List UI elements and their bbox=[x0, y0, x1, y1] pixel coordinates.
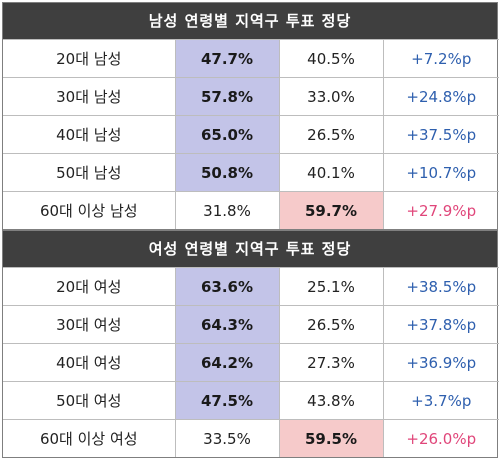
party-a-value: 47.7% bbox=[174, 39, 279, 78]
party-a-value: 64.2% bbox=[174, 343, 279, 382]
party-b-value: 25.1% bbox=[278, 267, 383, 306]
section-title: 여성 연령별 지역구 투표 정당 bbox=[3, 231, 497, 267]
party-a-value: 63.6% bbox=[174, 267, 279, 306]
row-label: 40대 여성 bbox=[3, 343, 175, 382]
table-row: 50대 남성 50.8% 40.1% +10.7%p bbox=[3, 153, 499, 192]
party-a-value: 65.0% bbox=[174, 115, 279, 154]
section-title: 남성 연령별 지역구 투표 정당 bbox=[3, 3, 497, 39]
diff-value: +7.2%p bbox=[382, 39, 499, 78]
female-table: 20대 여성 63.6% 25.1% +38.5%p 30대 여성 64.3% … bbox=[3, 267, 499, 457]
party-b-value: 33.0% bbox=[278, 77, 383, 116]
diff-value: +27.9%p bbox=[382, 191, 499, 229]
diff-value: +24.8%p bbox=[382, 77, 499, 116]
party-b-value: 43.8% bbox=[278, 381, 383, 420]
row-label: 30대 여성 bbox=[3, 305, 175, 344]
table-row: 40대 여성 64.2% 27.3% +36.9%p bbox=[3, 343, 499, 382]
diff-value: +37.5%p bbox=[382, 115, 499, 154]
row-label: 40대 남성 bbox=[3, 115, 175, 154]
row-label: 30대 남성 bbox=[3, 77, 175, 116]
row-label: 20대 남성 bbox=[3, 39, 175, 78]
table-row: 60대 이상 남성 31.8% 59.7% +27.9%p bbox=[3, 191, 499, 229]
table-row: 40대 남성 65.0% 26.5% +37.5%p bbox=[3, 115, 499, 154]
table-row: 30대 남성 57.8% 33.0% +24.8%p bbox=[3, 77, 499, 116]
diff-value: +10.7%p bbox=[382, 153, 499, 192]
row-label: 20대 여성 bbox=[3, 267, 175, 306]
male-section: 남성 연령별 지역구 투표 정당 20대 남성 47.7% 40.5% +7.2… bbox=[2, 2, 499, 230]
party-b-value: 27.3% bbox=[278, 343, 383, 382]
row-label: 50대 남성 bbox=[3, 153, 175, 192]
diff-value: +26.0%p bbox=[382, 419, 499, 457]
table-row: 20대 남성 47.7% 40.5% +7.2%p bbox=[3, 39, 499, 78]
party-a-value: 64.3% bbox=[174, 305, 279, 344]
diff-value: +38.5%p bbox=[382, 267, 499, 306]
party-b-value: 59.7% bbox=[278, 191, 383, 229]
party-a-value: 33.5% bbox=[174, 419, 279, 457]
party-b-value: 26.5% bbox=[278, 115, 383, 154]
table-row: 20대 여성 63.6% 25.1% +38.5%p bbox=[3, 267, 499, 306]
row-label: 60대 이상 남성 bbox=[3, 191, 175, 229]
table-row: 50대 여성 47.5% 43.8% +3.7%p bbox=[3, 381, 499, 420]
party-a-value: 47.5% bbox=[174, 381, 279, 420]
party-b-value: 59.5% bbox=[278, 419, 383, 457]
diff-value: +37.8%p bbox=[382, 305, 499, 344]
female-section: 여성 연령별 지역구 투표 정당 20대 여성 63.6% 25.1% +38.… bbox=[2, 230, 499, 458]
party-b-value: 40.1% bbox=[278, 153, 383, 192]
row-label: 60대 이상 여성 bbox=[3, 419, 175, 457]
diff-value: +3.7%p bbox=[382, 381, 499, 420]
party-a-value: 31.8% bbox=[174, 191, 279, 229]
row-label: 50대 여성 bbox=[3, 381, 175, 420]
male-table: 20대 남성 47.7% 40.5% +7.2%p 30대 남성 57.8% 3… bbox=[3, 39, 499, 229]
party-b-value: 40.5% bbox=[278, 39, 383, 78]
party-a-value: 57.8% bbox=[174, 77, 279, 116]
diff-value: +36.9%p bbox=[382, 343, 499, 382]
table-row: 30대 여성 64.3% 26.5% +37.8%p bbox=[3, 305, 499, 344]
party-b-value: 26.5% bbox=[278, 305, 383, 344]
table-row: 60대 이상 여성 33.5% 59.5% +26.0%p bbox=[3, 419, 499, 457]
party-a-value: 50.8% bbox=[174, 153, 279, 192]
